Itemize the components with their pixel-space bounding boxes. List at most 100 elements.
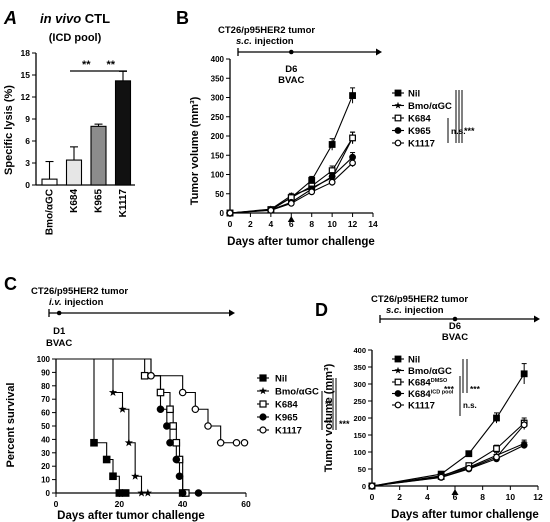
panel-d-ytick-label: 350 <box>353 363 366 372</box>
panel-c-legend-label: K965 <box>275 413 298 424</box>
panel-c-letter: C <box>4 274 17 294</box>
panel-a: A in vivo CTL (ICD pool) 0 3 6 9 12 15 18 Bmo/α… <box>3 8 135 235</box>
panel-d-ytick-label: 250 <box>353 397 366 406</box>
panel-c-point <box>172 438 181 447</box>
panel-b-legend-label: Nil <box>408 89 420 100</box>
panel-d-point <box>465 464 473 472</box>
panel-d-legend-superscript: ICD pool <box>431 390 454 396</box>
panel-c-ytick-label: 100 <box>37 355 51 364</box>
panel-d-ytick-label: 100 <box>353 448 366 457</box>
panel-d-xtick-label: 8 <box>480 492 485 502</box>
panel-d-point <box>493 453 500 461</box>
panel-c-point <box>108 388 118 396</box>
panel-c-point <box>163 422 171 430</box>
panel-d-timeline-arrowhead <box>534 315 540 323</box>
panel-a-bar <box>65 159 83 186</box>
panel-a-significance: ** ** <box>70 59 127 72</box>
panel-b-ytick-label: 200 <box>211 132 225 141</box>
panel-d-legend-label: K684DMSO <box>408 378 448 389</box>
panel-c-point <box>204 422 212 430</box>
panel-d-injection-arrow <box>451 489 459 495</box>
panel-c-point <box>121 489 130 497</box>
panel-c-point <box>102 455 111 464</box>
panel-b-point <box>308 188 316 196</box>
panel-d-legend-label: K684ICD pool <box>408 389 454 400</box>
panel-c-ytick-label: 70 <box>41 395 50 404</box>
panel-c-legend-marker <box>259 374 267 382</box>
panel-a-category-label: K965 <box>94 189 105 213</box>
panel-c-legend-label: K1117 <box>275 426 302 437</box>
panel-a-bars <box>41 70 132 186</box>
panel-c-point <box>194 489 203 497</box>
panel-b-point <box>328 178 336 186</box>
panel-c-legend-label: Bmo/αGC <box>275 387 319 398</box>
panel-b-xtick-label: 8 <box>309 219 314 229</box>
panel-c-point <box>137 488 146 497</box>
panel-d-timeline <box>379 315 540 323</box>
panel-d-legend-label: Bmo/αGC <box>408 366 452 377</box>
panel-c-xlabel: Days after tumor challenge <box>57 510 205 522</box>
panel-b-point <box>267 206 275 214</box>
panel-d-ytick-label: 0 <box>362 482 366 491</box>
panel-d-model: CT26/p95HER2 tumor <box>371 294 468 305</box>
panel-d-xtick-label: 4 <box>425 492 430 502</box>
panel-c-point <box>178 388 187 397</box>
panel-c-point <box>232 438 241 447</box>
panel-a-category-label: K1117 <box>118 189 129 218</box>
panel-c-legend-marker <box>259 413 267 421</box>
panel-a-significance-label: ** <box>106 59 115 71</box>
panel-c-route: i.v. injection <box>49 297 104 308</box>
panel-d-point <box>520 421 528 429</box>
panel-c-plot: 0 10 20 30 40 50 60 70 80 90 100 0 20 40 60 <box>37 355 251 509</box>
panel-d-point <box>437 473 445 481</box>
panel-c-point <box>124 438 133 447</box>
panel-b-event-label: BVAC <box>278 75 304 86</box>
panel-b-xtick-label: 4 <box>268 219 273 229</box>
panel-b-legend-label: Bmo/αGC <box>408 101 452 112</box>
panel-d-plot: 0 50 100 150 200 250 300 350 400 0 2 4 6 8 10 12 <box>353 346 543 502</box>
panel-b-point <box>349 134 356 142</box>
panel-c-point <box>216 438 225 447</box>
panel-a-bar <box>90 125 107 186</box>
panel-b-timeline-arrowhead <box>376 48 382 56</box>
panel-b-xtick-label: 2 <box>248 219 253 229</box>
panel-c-annotation: ** <box>325 399 333 409</box>
panel-c-point <box>109 472 117 481</box>
panel-d-annotation: *** <box>470 384 481 394</box>
panel-c-point <box>143 488 152 497</box>
panel-c-point <box>156 388 165 397</box>
panel-d-route: s.c. injection <box>386 305 444 316</box>
panel-b-legend-marker <box>394 89 402 97</box>
panel-c-point <box>90 438 98 447</box>
panel-a-ytick-label: 9 <box>25 114 30 124</box>
panel-b-legend-label: K965 <box>408 126 431 137</box>
panel-b-xtick-label: 6 <box>289 219 294 229</box>
panel-d-event-day: D6 <box>449 321 461 332</box>
panel-a-significance-label: ** <box>82 59 91 71</box>
panel-c-ytick-label: 40 <box>41 435 50 444</box>
panel-b-letter: B <box>176 8 189 28</box>
panel-b-ytick-label: 0 <box>220 209 225 218</box>
panel-d-annotation: *** <box>444 384 455 394</box>
panel-b-xtick-label: 10 <box>327 219 337 229</box>
panel-b-series-line <box>229 162 353 214</box>
panel-c-ytick-label: 50 <box>41 422 50 431</box>
panel-b-route: s.c. injection <box>236 36 294 47</box>
panel-d-xtick-label: 0 <box>370 492 375 502</box>
panel-c-ytick-label: 30 <box>41 449 50 458</box>
panel-c-ytick-label: 0 <box>46 489 51 498</box>
panel-b-event-day: D6 <box>285 64 297 75</box>
panel-c-point <box>172 455 181 464</box>
panel-c-point <box>166 405 174 414</box>
panel-c-point <box>140 371 149 380</box>
panel-b-point <box>349 159 356 167</box>
panel-a-ytick-label: 12 <box>21 92 31 102</box>
panel-d-legend-marker <box>394 366 402 374</box>
panel-b-legend-marker <box>394 114 402 122</box>
panel-c-xtick-label: 20 <box>115 499 125 509</box>
panel-c-point <box>178 489 187 497</box>
panel-c-point <box>175 472 184 481</box>
